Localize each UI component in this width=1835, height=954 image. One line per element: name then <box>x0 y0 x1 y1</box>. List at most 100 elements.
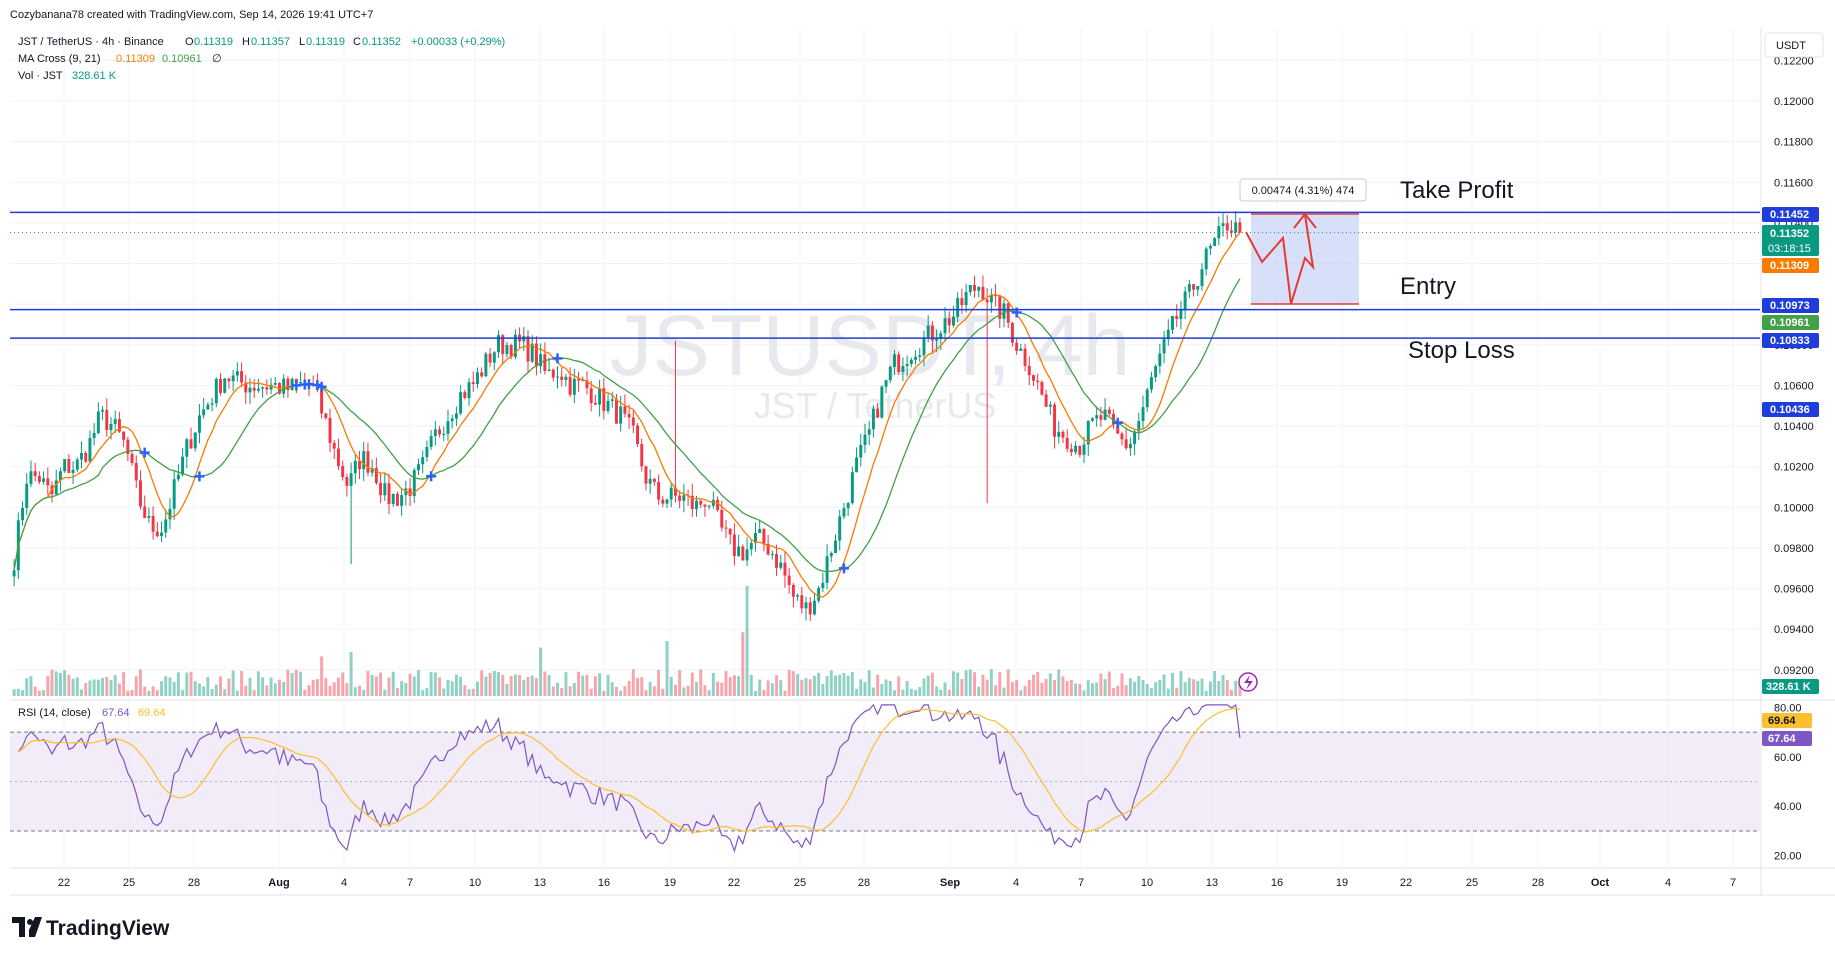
candle-body <box>1086 420 1090 445</box>
price-tick-label: 0.10200 <box>1774 462 1814 474</box>
volume-bar <box>404 683 408 696</box>
volume-bar <box>176 672 180 696</box>
volume-bar <box>812 675 816 696</box>
candle-body <box>320 389 324 414</box>
candle-body <box>543 354 547 371</box>
volume-bar <box>71 678 75 696</box>
candle-body <box>202 409 206 416</box>
volume-bar <box>1124 685 1128 696</box>
volume-bar <box>1158 680 1162 696</box>
candle-body <box>261 387 265 389</box>
volume-bar <box>475 681 479 696</box>
volume-bar <box>501 674 505 696</box>
volume-bar <box>189 671 193 696</box>
candle-body <box>1006 303 1010 323</box>
volume-bar <box>505 683 509 696</box>
volume-bar <box>480 670 484 696</box>
volume-bar <box>37 690 41 696</box>
volume-bar <box>1116 685 1120 696</box>
candle-body <box>922 337 926 356</box>
candle-body <box>1141 407 1145 422</box>
candle-body <box>143 506 147 518</box>
candle-body <box>783 562 787 576</box>
symbol-line[interactable]: JST / TetherUS · 4h · Binance <box>18 36 164 48</box>
volume-bar <box>1229 689 1233 696</box>
volume-bar <box>429 672 433 696</box>
projected-path-arrow[interactable] <box>1245 214 1315 305</box>
stop-loss-label[interactable]: Stop Loss <box>1408 337 1515 364</box>
volume-bar <box>577 671 581 696</box>
candle-body <box>682 495 686 501</box>
ma-cross-marker <box>838 563 849 574</box>
volume-bar <box>438 677 442 696</box>
volume-bar <box>349 652 353 696</box>
candle-body <box>1145 389 1149 408</box>
candle-body <box>122 431 126 440</box>
price-axis[interactable]: 0.122000.120000.118000.116000.114000.112… <box>1774 55 1814 676</box>
candle-body <box>1090 418 1094 421</box>
volume-bar <box>273 683 277 696</box>
candle-body <box>332 442 336 449</box>
ma-cross-marker <box>316 381 327 392</box>
take-profit-label[interactable]: Take Profit <box>1400 177 1514 204</box>
rsi-axis[interactable]: 80.00 60.00 40.00 20.00 <box>1774 702 1802 862</box>
candle-body <box>918 355 922 357</box>
time-tick-label: 7 <box>407 877 413 889</box>
rsi-legend-label[interactable]: RSI (14, close) <box>18 707 91 719</box>
volume-bar <box>930 672 934 696</box>
candle-body <box>450 418 454 422</box>
volume-bar <box>783 690 787 696</box>
vol-legend-label[interactable]: Vol · JST <box>18 70 63 82</box>
volume-bar <box>303 689 307 696</box>
volume-bar <box>817 672 821 696</box>
currency-button[interactable]: USDT <box>1776 40 1806 52</box>
volume-bar <box>935 686 939 696</box>
candle-body <box>606 400 610 411</box>
candle-body <box>867 429 871 435</box>
candle-body <box>362 451 366 470</box>
candle-body <box>1124 439 1128 449</box>
volume-bar <box>534 678 538 696</box>
candle-body <box>863 434 867 445</box>
volume-bar <box>433 672 437 696</box>
candle-body <box>530 343 534 362</box>
volume-bar <box>206 676 210 696</box>
candle-body <box>930 325 934 341</box>
volume-bar <box>193 681 197 696</box>
candle-body <box>1221 223 1225 227</box>
volume-bar <box>240 671 244 696</box>
volume-bar <box>50 669 54 696</box>
time-tick-label: 22 <box>728 877 740 889</box>
volume-bar <box>880 684 884 696</box>
volume-bar <box>1036 671 1040 696</box>
tradingview-logo[interactable]: TradingView <box>12 917 170 940</box>
volume-bar <box>1192 679 1196 696</box>
volume-bar <box>358 685 361 696</box>
candle-body <box>1002 303 1006 319</box>
candle-body <box>126 439 130 454</box>
entry-label[interactable]: Entry <box>1400 273 1456 300</box>
currency-button-box[interactable] <box>1764 32 1824 58</box>
ohlc-c-label: C <box>353 36 361 48</box>
candle-body <box>408 488 412 497</box>
volume-bar <box>787 669 791 696</box>
volume-bar <box>214 684 218 696</box>
ma-legend-label[interactable]: MA Cross (9, 21) <box>18 53 101 65</box>
volume-bar <box>690 672 694 696</box>
volume-bar <box>606 674 610 696</box>
candle-body <box>737 546 741 556</box>
volume-bar <box>1120 673 1124 696</box>
time-axis[interactable]: 22 25 28 Aug 4 7 10 13 16 19 22 25 28 Sep 4 7 10 13 16 19 22… <box>58 877 1736 889</box>
ohlc-h: 0.11357 <box>251 36 290 48</box>
candle-body <box>808 602 812 615</box>
candle-body <box>1154 366 1158 378</box>
volume-bar <box>855 688 859 696</box>
candle-body <box>454 413 458 419</box>
volume-bar <box>46 675 50 696</box>
volume-bar <box>160 681 164 696</box>
candle-body <box>909 359 913 364</box>
volume-bar <box>585 674 589 696</box>
volume-bar <box>1204 690 1208 696</box>
candle-body <box>84 452 88 462</box>
candle-body <box>387 483 391 504</box>
